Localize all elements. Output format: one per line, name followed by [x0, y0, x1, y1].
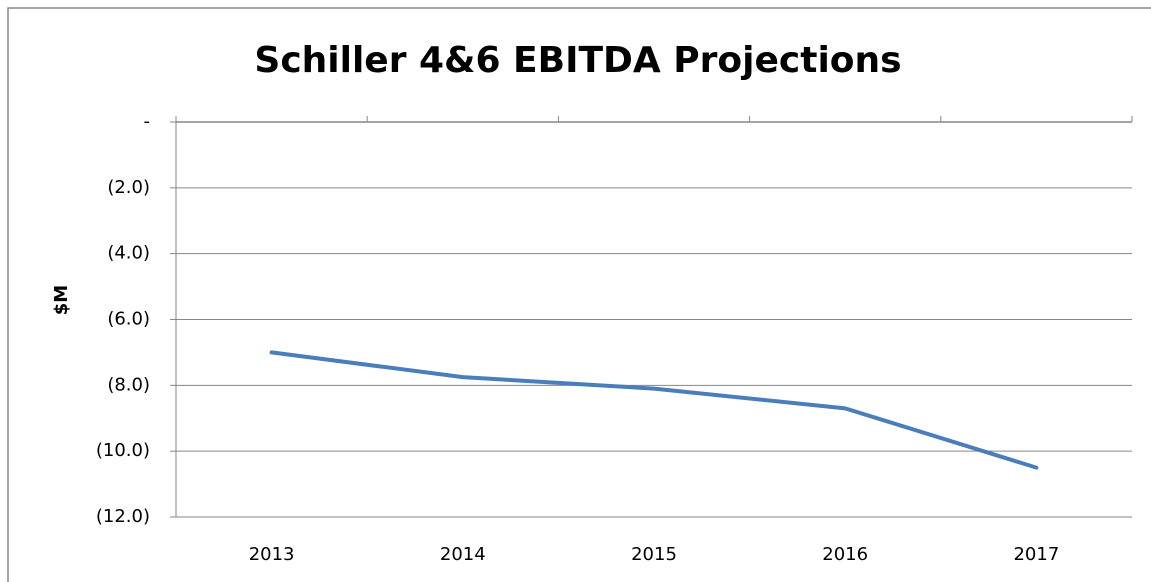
- data-line: [269, 350, 1039, 470]
- x-tick-label: 2014: [440, 544, 486, 565]
- y-tick-label: (10.0): [96, 440, 150, 461]
- y-tick-label: (6.0): [107, 309, 150, 330]
- y-tick-label: (8.0): [107, 374, 150, 395]
- chart-title: Schiller 4&6 EBITDA Projections: [254, 40, 901, 81]
- chart-frame: [7, 7, 1151, 582]
- x-tick-label: 2017: [1013, 544, 1059, 565]
- y-tick-label: (12.0): [96, 506, 150, 527]
- x-tick-label: 2013: [249, 544, 295, 565]
- y-tick-label: -: [144, 111, 151, 132]
- y-tick-label: (2.0): [107, 177, 150, 198]
- x-tick-label: 2015: [631, 544, 677, 565]
- x-tick-label: 2016: [822, 544, 868, 565]
- y-axis-label: $M: [51, 285, 72, 315]
- y-tick-label: (4.0): [107, 243, 150, 264]
